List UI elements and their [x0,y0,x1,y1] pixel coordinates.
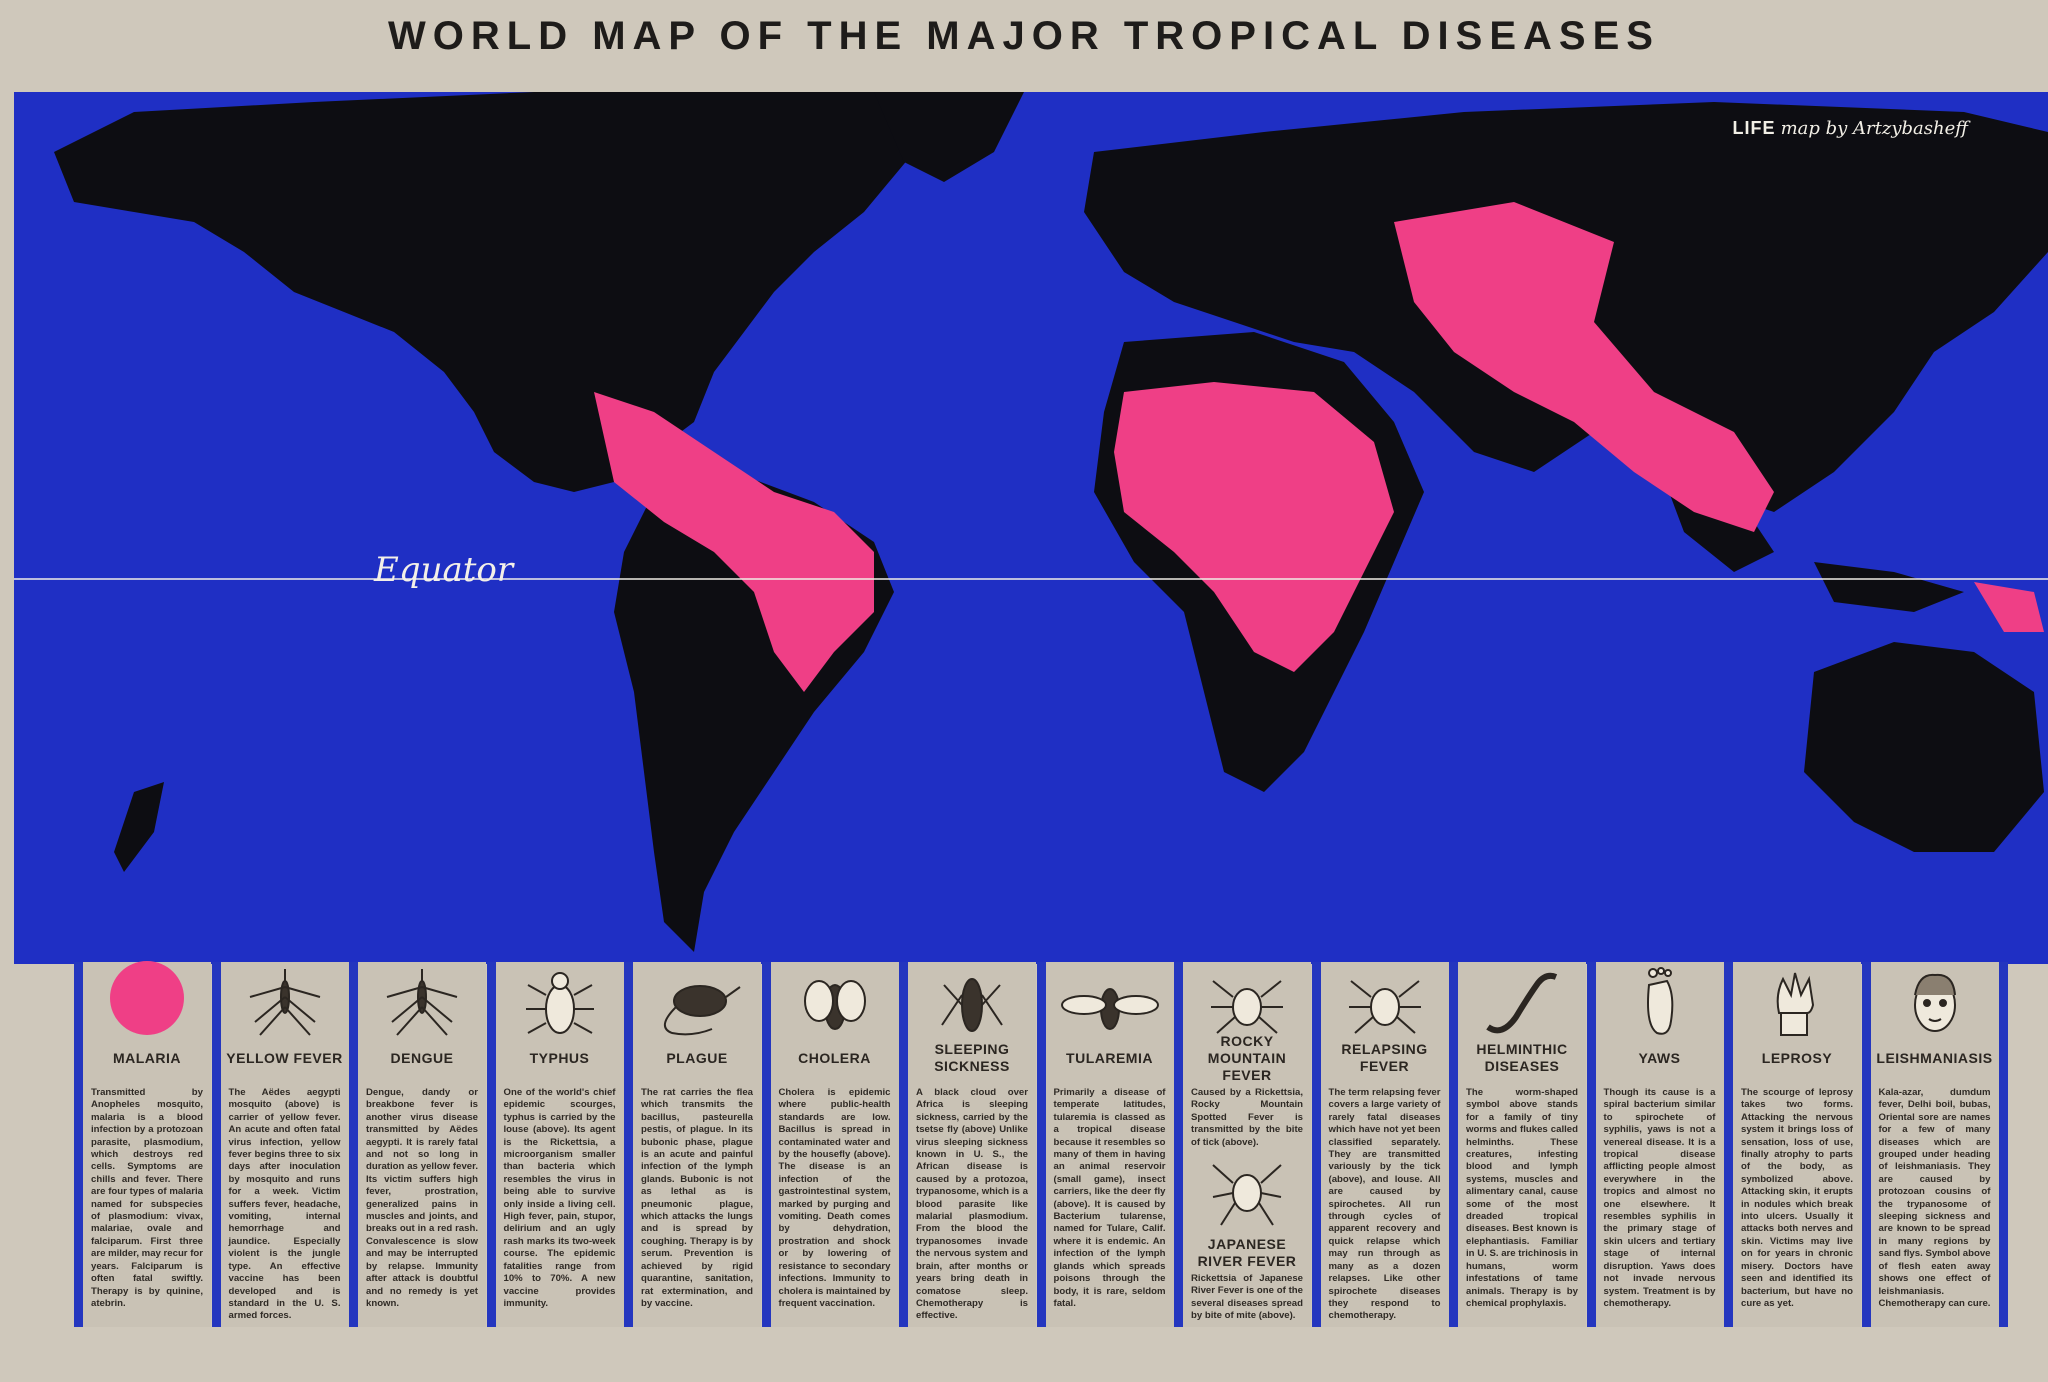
tsetse-fly-icon [908,962,1036,1037]
disease-legend: MALARIA Transmitted by Anopheles mosquit… [74,961,2008,1327]
legend-item-typhus: TYPHUS One of the world's chief epidemic… [486,962,624,1327]
legend-item-title: YELLOW FEVER [226,1049,343,1066]
disease-area-asia [1394,202,1774,532]
world-map: Equator LIFE map by Artzybasheff [14,92,2048,964]
legend-item-title: CHOLERA [798,1049,871,1066]
legend-subitem-title: JAPANESE RIVER FEVER [1197,1236,1297,1270]
legend-item-yaws: YAWS Though its cause is a spiral bacter… [1586,962,1724,1327]
legend-item-title: PLAGUE [666,1049,728,1066]
legend-item-description: Transmitted by Anopheles mosquito, malar… [91,1087,203,1309]
legend-item-plague: PLAGUE The rat carries the flea which tr… [624,962,761,1327]
louse-icon [496,962,624,1037]
legend-subitem-description: Rickettsia of Japanese River Fever is on… [1191,1273,1303,1322]
tick-icon [1183,962,1311,1037]
legend-item-description: Dengue, dandy or breakbone fever is anot… [366,1087,478,1309]
legend-item-description: The scourge of leprosy takes two forms. … [1741,1087,1853,1309]
worm-icon [1458,962,1586,1037]
legend-item-title: LEISHMANIASIS [1876,1049,1993,1066]
map-credit: LIFE map by Artzybasheff [1733,118,1968,139]
legend-item-cholera: CHOLERA Cholera is epidemic where public… [761,962,899,1327]
mosquito-icon [221,962,349,1037]
deer-fly-icon [1046,962,1174,1037]
legend-item-sleeping-sickness: SLEEPING SICKNESS A black cloud over Afr… [899,962,1036,1327]
legend-item-description: Though its cause is a spiral bacterium s… [1603,1087,1716,1309]
legend-item-description: The worm-shaped symbol above stands for … [1466,1087,1578,1309]
landmass-new-zealand [114,782,164,872]
mite-icon [1183,1149,1311,1229]
landmass-north-america [54,92,914,492]
legend-item-title: DENGUE [390,1049,454,1066]
legend-item-title: SLEEPING SICKNESS [934,1041,1010,1074]
legend-item-title: TULAREMIA [1066,1049,1153,1066]
map-graphic [14,92,2048,952]
legend-subitem: JAPANESE RIVER FEVER Rickettsia of Japan… [1183,1149,1311,1323]
credit-text: map by Artzybasheff [1780,118,1968,139]
housefly-icon [771,962,899,1037]
legend-item-title: RELAPSING FEVER [1341,1041,1428,1074]
legend-item-title: YAWS [1638,1049,1681,1066]
disease-area-africa [1114,382,1394,672]
landmass-greenland [874,92,1024,182]
legend-item-description: Caused by a Rickettsia, Rocky Mountain S… [1191,1087,1303,1148]
rat-icon [633,962,761,1037]
disease-area-pacific [1974,582,2044,632]
legend-item-description: Primarily a disease of temperate latitud… [1053,1087,1166,1309]
legend-item-description: Cholera is epidemic where public-health … [778,1087,891,1309]
face-icon [1871,962,1999,1037]
tick-icon [1321,962,1449,1037]
foot-icon [1596,962,1724,1037]
legend-item-malaria: MALARIA Transmitted by Anopheles mosquit… [74,961,211,1327]
hand-icon [1733,962,1861,1037]
legend-item-description: A black cloud over Africa is sleeping si… [916,1087,1028,1322]
legend-item-description: The Aëdes aegypti mosquito (above) is ca… [228,1087,341,1322]
legend-item-yellow-fever: YELLOW FEVER The Aëdes aegypti mosquito … [211,962,349,1327]
legend-item-description: One of the world's chief epidemic scourg… [503,1087,616,1309]
legend-item-title: LEPROSY [1761,1049,1833,1066]
legend-item-helminthic-diseases: HELMINTHIC DISEASES The worm-shaped symb… [1449,962,1586,1327]
legend-item-rocky-mountain-fever: ROCKY MOUNTAIN FEVER Caused by a Rickett… [1174,962,1311,1327]
disease-area-americas [594,392,874,692]
legend-item-description: Kala-azar, dumdum fever, Delhi boil, bub… [1878,1087,1991,1309]
pink-dot-icon [83,961,211,1037]
mosquito-icon [358,962,486,1037]
credit-brand: LIFE [1732,118,1776,138]
map-title: WORLD MAP OF THE MAJOR TROPICAL DISEASES [388,14,1660,58]
legend-item-title: HELMINTHIC DISEASES [1476,1041,1568,1074]
legend-item-leprosy: LEPROSY The scourge of leprosy takes two… [1724,962,1861,1327]
landmass-australia [1804,642,2044,852]
legend-item-title: MALARIA [112,1049,182,1066]
legend-item-description: The term relapsing fever covers a large … [1328,1087,1441,1322]
legend-item-dengue: DENGUE Dengue, dandy or breakbone fever … [349,962,486,1327]
equator-label: Equator [374,550,514,590]
legend-item-tularemia: TULAREMIA Primarily a disease of tempera… [1036,962,1174,1327]
legend-item-description: The rat carries the flea which transmits… [641,1087,753,1309]
legend-item-title: TYPHUS [529,1049,590,1066]
legend-item-title: ROCKY MOUNTAIN FEVER [1207,1032,1287,1083]
legend-item-leishmaniasis: LEISHMANIASIS Kala-azar, dumdum fever, D… [1861,962,2008,1327]
legend-item-relapsing-fever: RELAPSING FEVER The term relapsing fever… [1311,962,1449,1327]
